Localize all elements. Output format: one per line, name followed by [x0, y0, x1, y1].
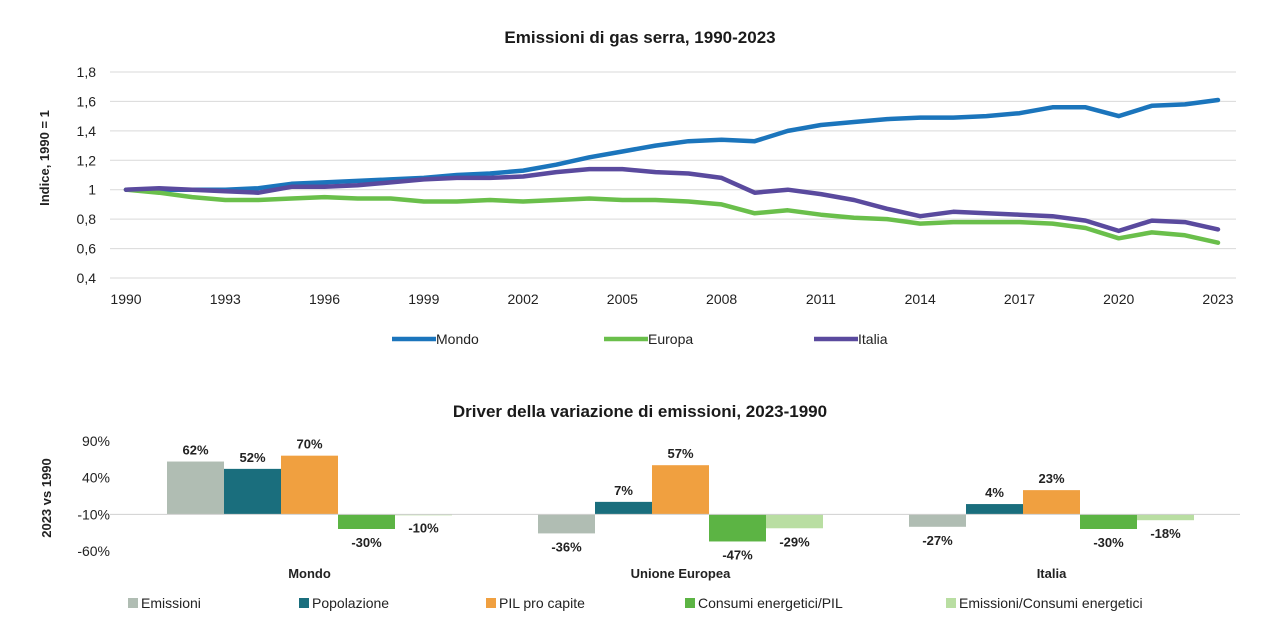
- category-label: Italia: [1037, 566, 1067, 581]
- legend-label: PIL pro capite: [499, 595, 585, 611]
- x-tick-label: 1999: [408, 291, 439, 307]
- bar-chart-y-ticks: 90% 40% -10% -60%: [77, 433, 110, 559]
- category-label: Mondo: [288, 566, 331, 581]
- bar-chart-title: Driver della variazione di emissioni, 20…: [453, 402, 827, 421]
- legend-label: Emissioni/Consumi energetici: [959, 595, 1143, 611]
- legend-swatch: [299, 598, 309, 608]
- bar-data-label: -27%: [922, 533, 953, 548]
- x-tick-label: 2005: [607, 291, 638, 307]
- x-tick-label: 2017: [1004, 291, 1035, 307]
- legend-label: Europa: [648, 331, 693, 347]
- legend-label: Emissioni: [141, 595, 201, 611]
- legend-swatch: [128, 598, 138, 608]
- bar-pil-pro-capite: [1023, 490, 1080, 515]
- bar-pil-pro-capite: [652, 465, 709, 515]
- legend-label: Popolazione: [312, 595, 389, 611]
- bar-chart: Driver della variazione di emissioni, 20…: [39, 402, 1240, 611]
- bar-chart-data-labels: 62% 52% 70% -30% -10% -36% 7% 57% -47% -29% -27% 4%…: [182, 437, 1181, 563]
- bar-emissioni: [167, 461, 224, 515]
- line-chart: Emissioni di gas serra, 1990-2023 0,4 0,6…: [37, 28, 1236, 347]
- line-chart-y-axis-label: Indice, 1990 = 1: [37, 110, 52, 206]
- bar-popolazione: [224, 468, 281, 515]
- line-chart-series: [123, 97, 1221, 245]
- bar-chart-category-labels: Mondo Unione Europea Italia: [288, 566, 1067, 581]
- bar-data-label: 62%: [182, 443, 208, 458]
- y-tick-label: 0,8: [77, 211, 97, 227]
- legend-swatch: [486, 598, 496, 608]
- x-tick-label: 2011: [806, 291, 836, 307]
- line-chart-y-ticks: 0,4 0,6 0,8 1 1,2 1,4 1,6 1,8: [77, 64, 97, 286]
- series-line-europa: [123, 187, 1221, 245]
- bar-pil-pro-capite: [281, 455, 338, 515]
- y-tick-label: 1,2: [77, 152, 97, 168]
- bar-data-label: -29%: [779, 534, 810, 549]
- y-tick-label: 40%: [82, 470, 110, 486]
- bar-data-label: -30%: [351, 535, 382, 550]
- x-tick-label: 2023: [1202, 291, 1233, 307]
- y-tick-label: -10%: [77, 506, 110, 522]
- x-tick-label: 1996: [309, 291, 340, 307]
- bar-data-label: -10%: [408, 520, 439, 535]
- bar-chart-bars: [167, 455, 1194, 542]
- legend-label: Consumi energetici/PIL: [698, 595, 843, 611]
- bar-data-label: 23%: [1038, 471, 1064, 486]
- legend-swatch: [685, 598, 695, 608]
- bar-data-label: -47%: [722, 547, 753, 562]
- bar-data-label: -36%: [551, 539, 582, 554]
- bar-popolazione: [966, 504, 1023, 515]
- bar-data-label: 7%: [614, 483, 633, 498]
- line-chart-legend: Mondo Europa Italia: [392, 331, 888, 347]
- y-tick-label: 1: [88, 182, 96, 198]
- legend-label: Italia: [858, 331, 888, 347]
- x-tick-label: 2014: [905, 291, 936, 307]
- bar-data-label: -30%: [1093, 535, 1124, 550]
- y-tick-label: 0,4: [77, 270, 97, 286]
- bar-chart-legend: Emissioni Popolazione PIL pro capite Consum…: [128, 595, 1143, 611]
- y-tick-label: 0,6: [77, 241, 97, 257]
- x-tick-label: 2008: [706, 291, 737, 307]
- bar-consumi-energetici-pil: [1080, 514, 1137, 529]
- bar-popolazione: [595, 501, 652, 515]
- y-tick-label: 1,4: [77, 123, 97, 139]
- bar-emissioni-consumi-energetici: [766, 514, 823, 529]
- x-tick-label: 1990: [110, 291, 141, 307]
- bar-data-label: 70%: [296, 437, 322, 452]
- bar-data-label: 52%: [239, 450, 265, 465]
- y-tick-label: 90%: [82, 433, 110, 449]
- y-tick-label: 1,8: [77, 64, 97, 80]
- line-chart-x-ticks: 1990 1993 1996 1999 2002 2005 2008 2011 2014 2017…: [110, 291, 1233, 307]
- x-tick-label: 1993: [210, 291, 241, 307]
- bar-data-label: 57%: [667, 446, 693, 461]
- legend-label: Mondo: [436, 331, 479, 347]
- bar-emissioni-consumi-energetici: [1137, 514, 1194, 521]
- y-tick-label: -60%: [77, 543, 110, 559]
- series-line-italia: [123, 166, 1221, 234]
- bar-consumi-energetici-pil: [338, 514, 395, 529]
- bar-data-label: -18%: [1150, 526, 1181, 541]
- x-tick-label: 2020: [1103, 291, 1134, 307]
- line-chart-grid: [110, 71, 1236, 279]
- line-chart-title: Emissioni di gas serra, 1990-2023: [504, 28, 775, 47]
- legend-swatch: [946, 598, 956, 608]
- y-tick-label: 1,6: [77, 93, 97, 109]
- bar-data-label: 4%: [985, 485, 1004, 500]
- category-label: Unione Europea: [631, 566, 731, 581]
- series-line-mondo: [123, 97, 1221, 192]
- bar-emissioni: [538, 514, 595, 534]
- bar-emissioni: [909, 514, 966, 527]
- bar-chart-y-axis-label: 2023 vs 1990: [39, 458, 54, 538]
- x-tick-label: 2002: [508, 291, 539, 307]
- bar-consumi-energetici-pil: [709, 514, 766, 542]
